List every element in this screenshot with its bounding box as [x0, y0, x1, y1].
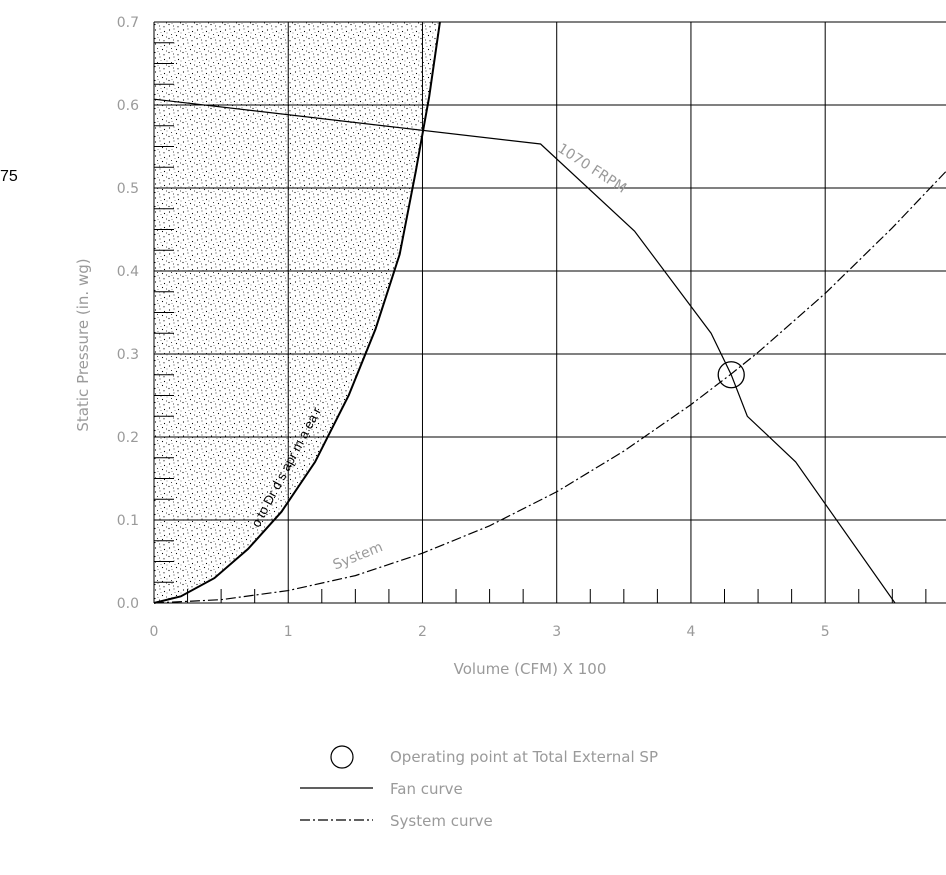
legend-system-curve-label: System curve	[390, 812, 493, 830]
y-tick-label: 0.6	[117, 98, 139, 114]
legend-fan-curve-label: Fan curve	[390, 780, 463, 798]
x-axis-label: Volume (CFM) X 100	[454, 660, 607, 678]
x-tick-label: 3	[552, 624, 561, 640]
fan-curve-line	[153, 98, 896, 604]
y-tick-label: 0.2	[117, 430, 139, 446]
x-tick-label: 0	[150, 624, 159, 640]
y-tick-label: 0.0	[117, 596, 139, 612]
legend: Operating point at Total External SP Fan…	[300, 745, 658, 830]
curves	[153, 21, 946, 604]
x-tick-labels: 0 1 2 3 4 5	[150, 624, 830, 640]
y-tick-label: 0.1	[117, 513, 139, 529]
y-tick-label: 0.7	[117, 15, 139, 31]
shaded-zone-area	[154, 22, 440, 603]
x-tick-label: 1	[284, 624, 293, 640]
y-tick-label: 0.5	[117, 181, 139, 197]
x-tick-label: 4	[686, 624, 695, 640]
system-curve-label: System	[331, 539, 385, 573]
y-tick-label: 0.3	[117, 347, 139, 363]
legend-operating-point-label: Operating point at Total External SP	[390, 748, 658, 766]
edge-fragment-text: 75	[0, 168, 18, 185]
x-tick-label: 2	[418, 624, 427, 640]
minor-ticks	[154, 42, 927, 603]
zone-boundary-line	[153, 21, 441, 604]
system-curve-line	[153, 170, 946, 604]
x-tick-label: 5	[821, 624, 830, 640]
operating-point-marker	[717, 361, 745, 389]
grid-lines	[153, 21, 946, 604]
shaded-zone	[154, 22, 440, 603]
y-tick-labels: 0.0 0.1 0.2 0.3 0.4 0.5 0.6 0.7	[117, 15, 139, 612]
legend-operating-point-symbol	[330, 745, 354, 769]
y-axis-label: Static Pressure (in. wg)	[74, 258, 92, 431]
y-tick-label: 0.4	[117, 264, 139, 280]
